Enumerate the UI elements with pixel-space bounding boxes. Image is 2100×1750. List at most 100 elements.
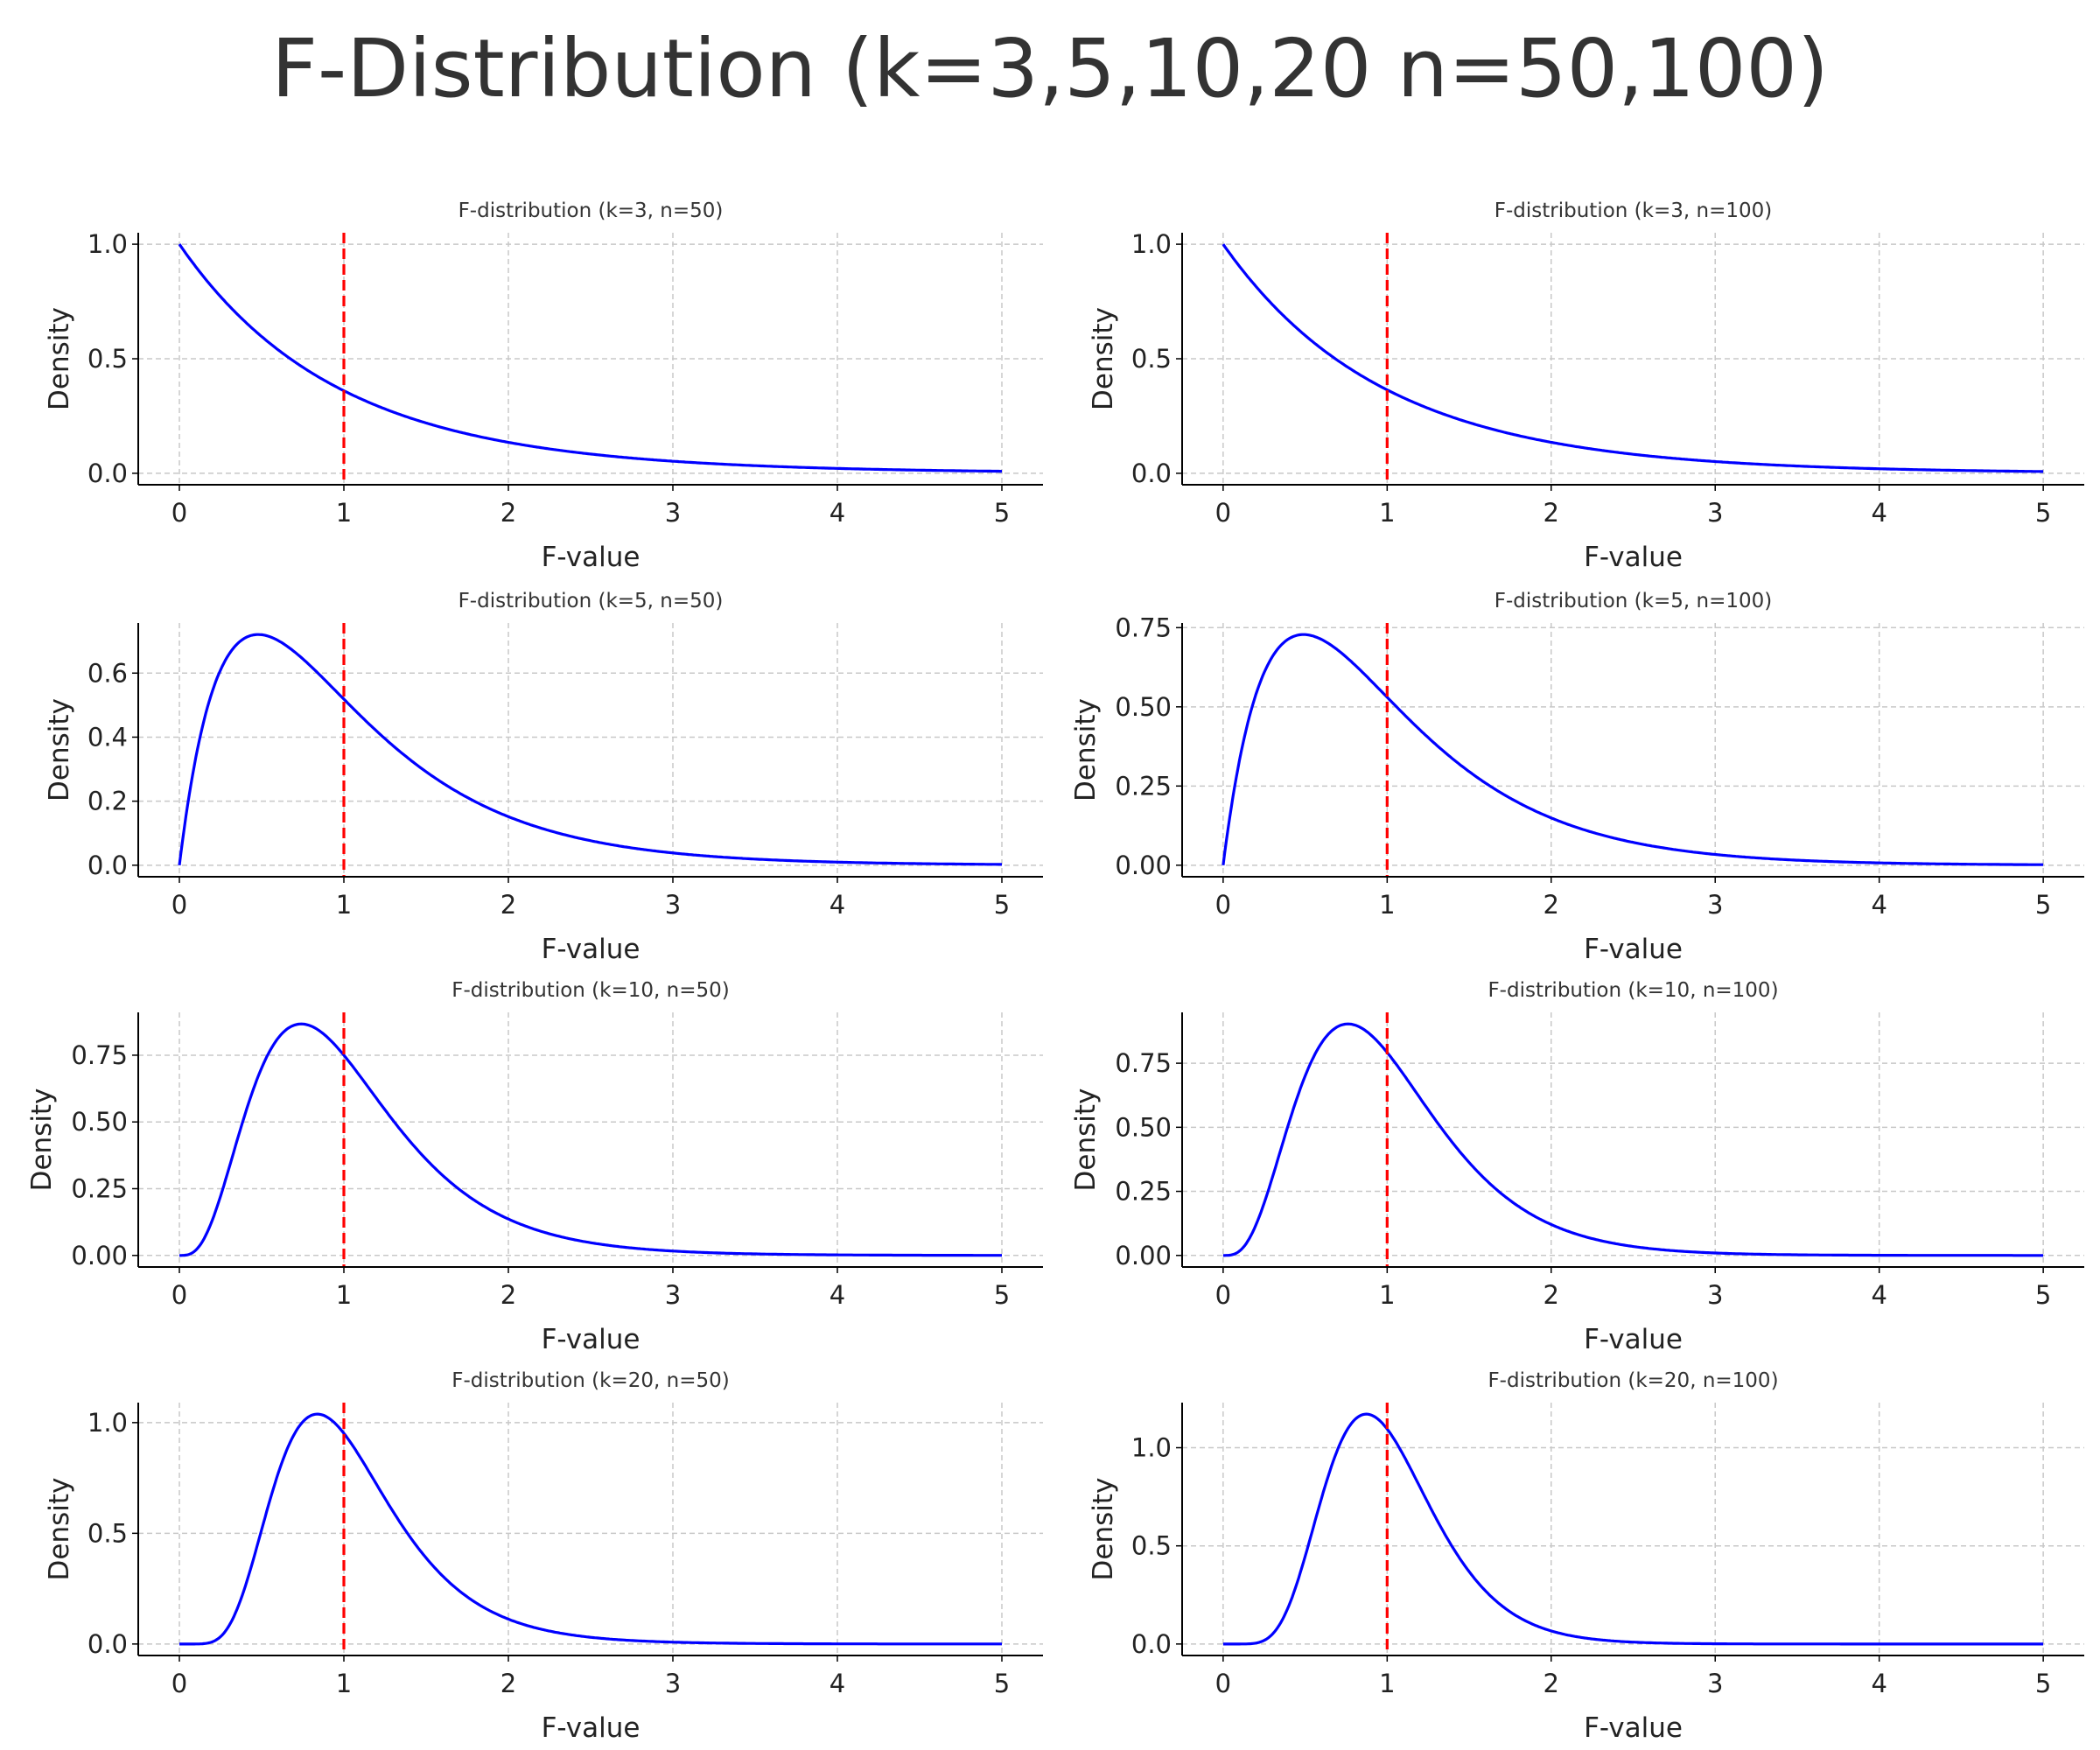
x-tick-label: 4 xyxy=(1871,1280,1886,1310)
x-tick-label: 0 xyxy=(1215,1669,1231,1698)
density-curve xyxy=(178,243,1002,473)
x-tick-label: 2 xyxy=(500,1280,516,1310)
y-tick-label: 0.75 xyxy=(1115,612,1172,642)
x-tick-label: 1 xyxy=(1379,498,1395,528)
y-tick-label: 0.0 xyxy=(1131,1629,1172,1659)
y-tick-label: 0.6 xyxy=(88,658,128,688)
density-curve xyxy=(179,1022,1002,1257)
density-curve xyxy=(1222,243,2044,473)
subplot-title: F-distribution (k=20, n=100) xyxy=(1488,1369,1778,1392)
y-tick-label: 0.75 xyxy=(71,1040,128,1070)
subplot-title: F-distribution (k=20, n=50) xyxy=(452,1369,729,1392)
x-tick-label: 1 xyxy=(1379,890,1395,920)
density-curve xyxy=(1222,1412,2044,1646)
subplot: 0 1 2 3 4 5 0.0 0.5 1.0 F-distribution (k=20, n=5… xyxy=(44,1369,1043,1744)
x-tick-label: 3 xyxy=(1707,890,1723,920)
y-tick-label: 0.2 xyxy=(88,787,128,816)
x-tick-label: 4 xyxy=(830,890,845,920)
y-tick-label: 0.4 xyxy=(88,722,128,752)
y-tick-label: 0.00 xyxy=(1115,850,1172,880)
subplot-title: F-distribution (k=10, n=100) xyxy=(1488,979,1778,1002)
y-axis-label: Density xyxy=(1088,307,1119,410)
y-tick-label: 0.0 xyxy=(88,850,128,880)
density-curve xyxy=(179,1412,1002,1646)
x-tick-label: 0 xyxy=(1215,1280,1231,1310)
x-tick-label: 1 xyxy=(336,1280,352,1310)
x-axis-label: F-value xyxy=(1584,542,1683,573)
y-axis-label: Density xyxy=(44,698,75,802)
subplot-title: F-distribution (k=5, n=100) xyxy=(1494,590,1772,612)
subplot: 0 1 2 3 4 5 0.00 0.25 0.50 0.75 F-distribution (k=… xyxy=(26,979,1043,1355)
x-tick-label: 4 xyxy=(830,498,845,528)
y-tick-label: 1.0 xyxy=(1131,229,1172,259)
y-axis-label: Density xyxy=(1070,698,1102,802)
x-tick-label: 0 xyxy=(172,1669,187,1698)
y-tick-label: 0.75 xyxy=(1115,1048,1172,1078)
y-axis-label: Density xyxy=(1088,1478,1119,1581)
x-axis-label: F-value xyxy=(542,1712,640,1744)
y-tick-label: 0.00 xyxy=(71,1241,128,1270)
y-tick-label: 0.0 xyxy=(88,1629,128,1659)
x-tick-label: 5 xyxy=(2035,890,2051,920)
x-tick-label: 0 xyxy=(1215,498,1231,528)
x-tick-label: 0 xyxy=(172,1280,187,1310)
x-tick-label: 5 xyxy=(2035,1280,2051,1310)
y-tick-label: 0.25 xyxy=(71,1173,128,1203)
x-tick-label: 5 xyxy=(2035,498,2051,528)
x-tick-label: 0 xyxy=(1215,890,1231,920)
x-tick-label: 5 xyxy=(2035,1669,2051,1698)
y-axis-label: Density xyxy=(26,1088,58,1192)
subplot-title: F-distribution (k=3, n=100) xyxy=(1494,200,1772,222)
x-tick-label: 1 xyxy=(336,498,352,528)
y-axis-label: Density xyxy=(44,307,75,410)
x-tick-label: 1 xyxy=(1379,1669,1395,1698)
density-curve xyxy=(178,633,1002,866)
y-tick-label: 0.50 xyxy=(1115,692,1172,722)
x-tick-label: 4 xyxy=(830,1669,845,1698)
x-tick-label: 3 xyxy=(665,1669,681,1698)
x-tick-label: 2 xyxy=(1544,1669,1559,1698)
subplot: 0 1 2 3 4 5 0.0 0.5 1.0 F-distribution (k=3, n=50… xyxy=(44,200,1043,573)
x-tick-label: 2 xyxy=(1544,498,1559,528)
x-tick-label: 5 xyxy=(994,890,1010,920)
x-tick-label: 0 xyxy=(172,498,187,528)
y-tick-label: 1.0 xyxy=(88,1408,128,1438)
x-axis-label: F-value xyxy=(542,1324,640,1355)
y-axis-label: Density xyxy=(1070,1088,1102,1192)
x-tick-label: 4 xyxy=(1871,498,1886,528)
x-tick-label: 3 xyxy=(665,890,681,920)
subplot: 0 1 2 3 4 5 0.00 0.25 0.50 0.75 F-distribution (k=… xyxy=(1070,979,2084,1355)
subplot-title: F-distribution (k=3, n=50) xyxy=(458,200,724,222)
x-axis-label: F-value xyxy=(1584,1324,1683,1355)
y-axis-label: Density xyxy=(44,1478,75,1581)
x-tick-label: 1 xyxy=(336,890,352,920)
x-axis-label: F-value xyxy=(1584,934,1683,965)
subplot: 0 1 2 3 4 5 0.0 0.5 1.0 F-distribution (k=20, n=1… xyxy=(1088,1369,2084,1744)
x-tick-label: 5 xyxy=(994,1669,1010,1698)
x-tick-label: 2 xyxy=(500,890,516,920)
y-tick-label: 0.0 xyxy=(88,458,128,488)
x-tick-label: 2 xyxy=(500,498,516,528)
x-tick-label: 5 xyxy=(994,498,1010,528)
y-tick-label: 0.50 xyxy=(71,1107,128,1137)
y-tick-label: 0.5 xyxy=(88,1518,128,1548)
x-tick-label: 3 xyxy=(665,1280,681,1310)
density-curve xyxy=(1222,1022,2044,1257)
x-tick-label: 4 xyxy=(1871,1669,1886,1698)
subplot-title: F-distribution (k=5, n=50) xyxy=(458,590,724,612)
x-tick-label: 4 xyxy=(1871,890,1886,920)
x-tick-label: 5 xyxy=(994,1280,1010,1310)
subplot-title: F-distribution (k=10, n=50) xyxy=(452,979,729,1002)
y-tick-label: 0.00 xyxy=(1115,1241,1172,1270)
x-tick-label: 2 xyxy=(1544,1280,1559,1310)
x-tick-label: 3 xyxy=(1707,498,1723,528)
x-tick-label: 1 xyxy=(1379,1280,1395,1310)
y-tick-label: 0.25 xyxy=(1115,1177,1172,1207)
x-tick-label: 0 xyxy=(172,890,187,920)
x-tick-label: 3 xyxy=(665,498,681,528)
subplot: 0 1 2 3 4 5 0.00 0.25 0.50 0.75 F-distribution (k=… xyxy=(1070,590,2084,965)
x-axis-label: F-value xyxy=(542,542,640,573)
x-tick-label: 3 xyxy=(1707,1280,1723,1310)
density-curve xyxy=(1222,633,2044,866)
x-tick-label: 2 xyxy=(1544,890,1559,920)
